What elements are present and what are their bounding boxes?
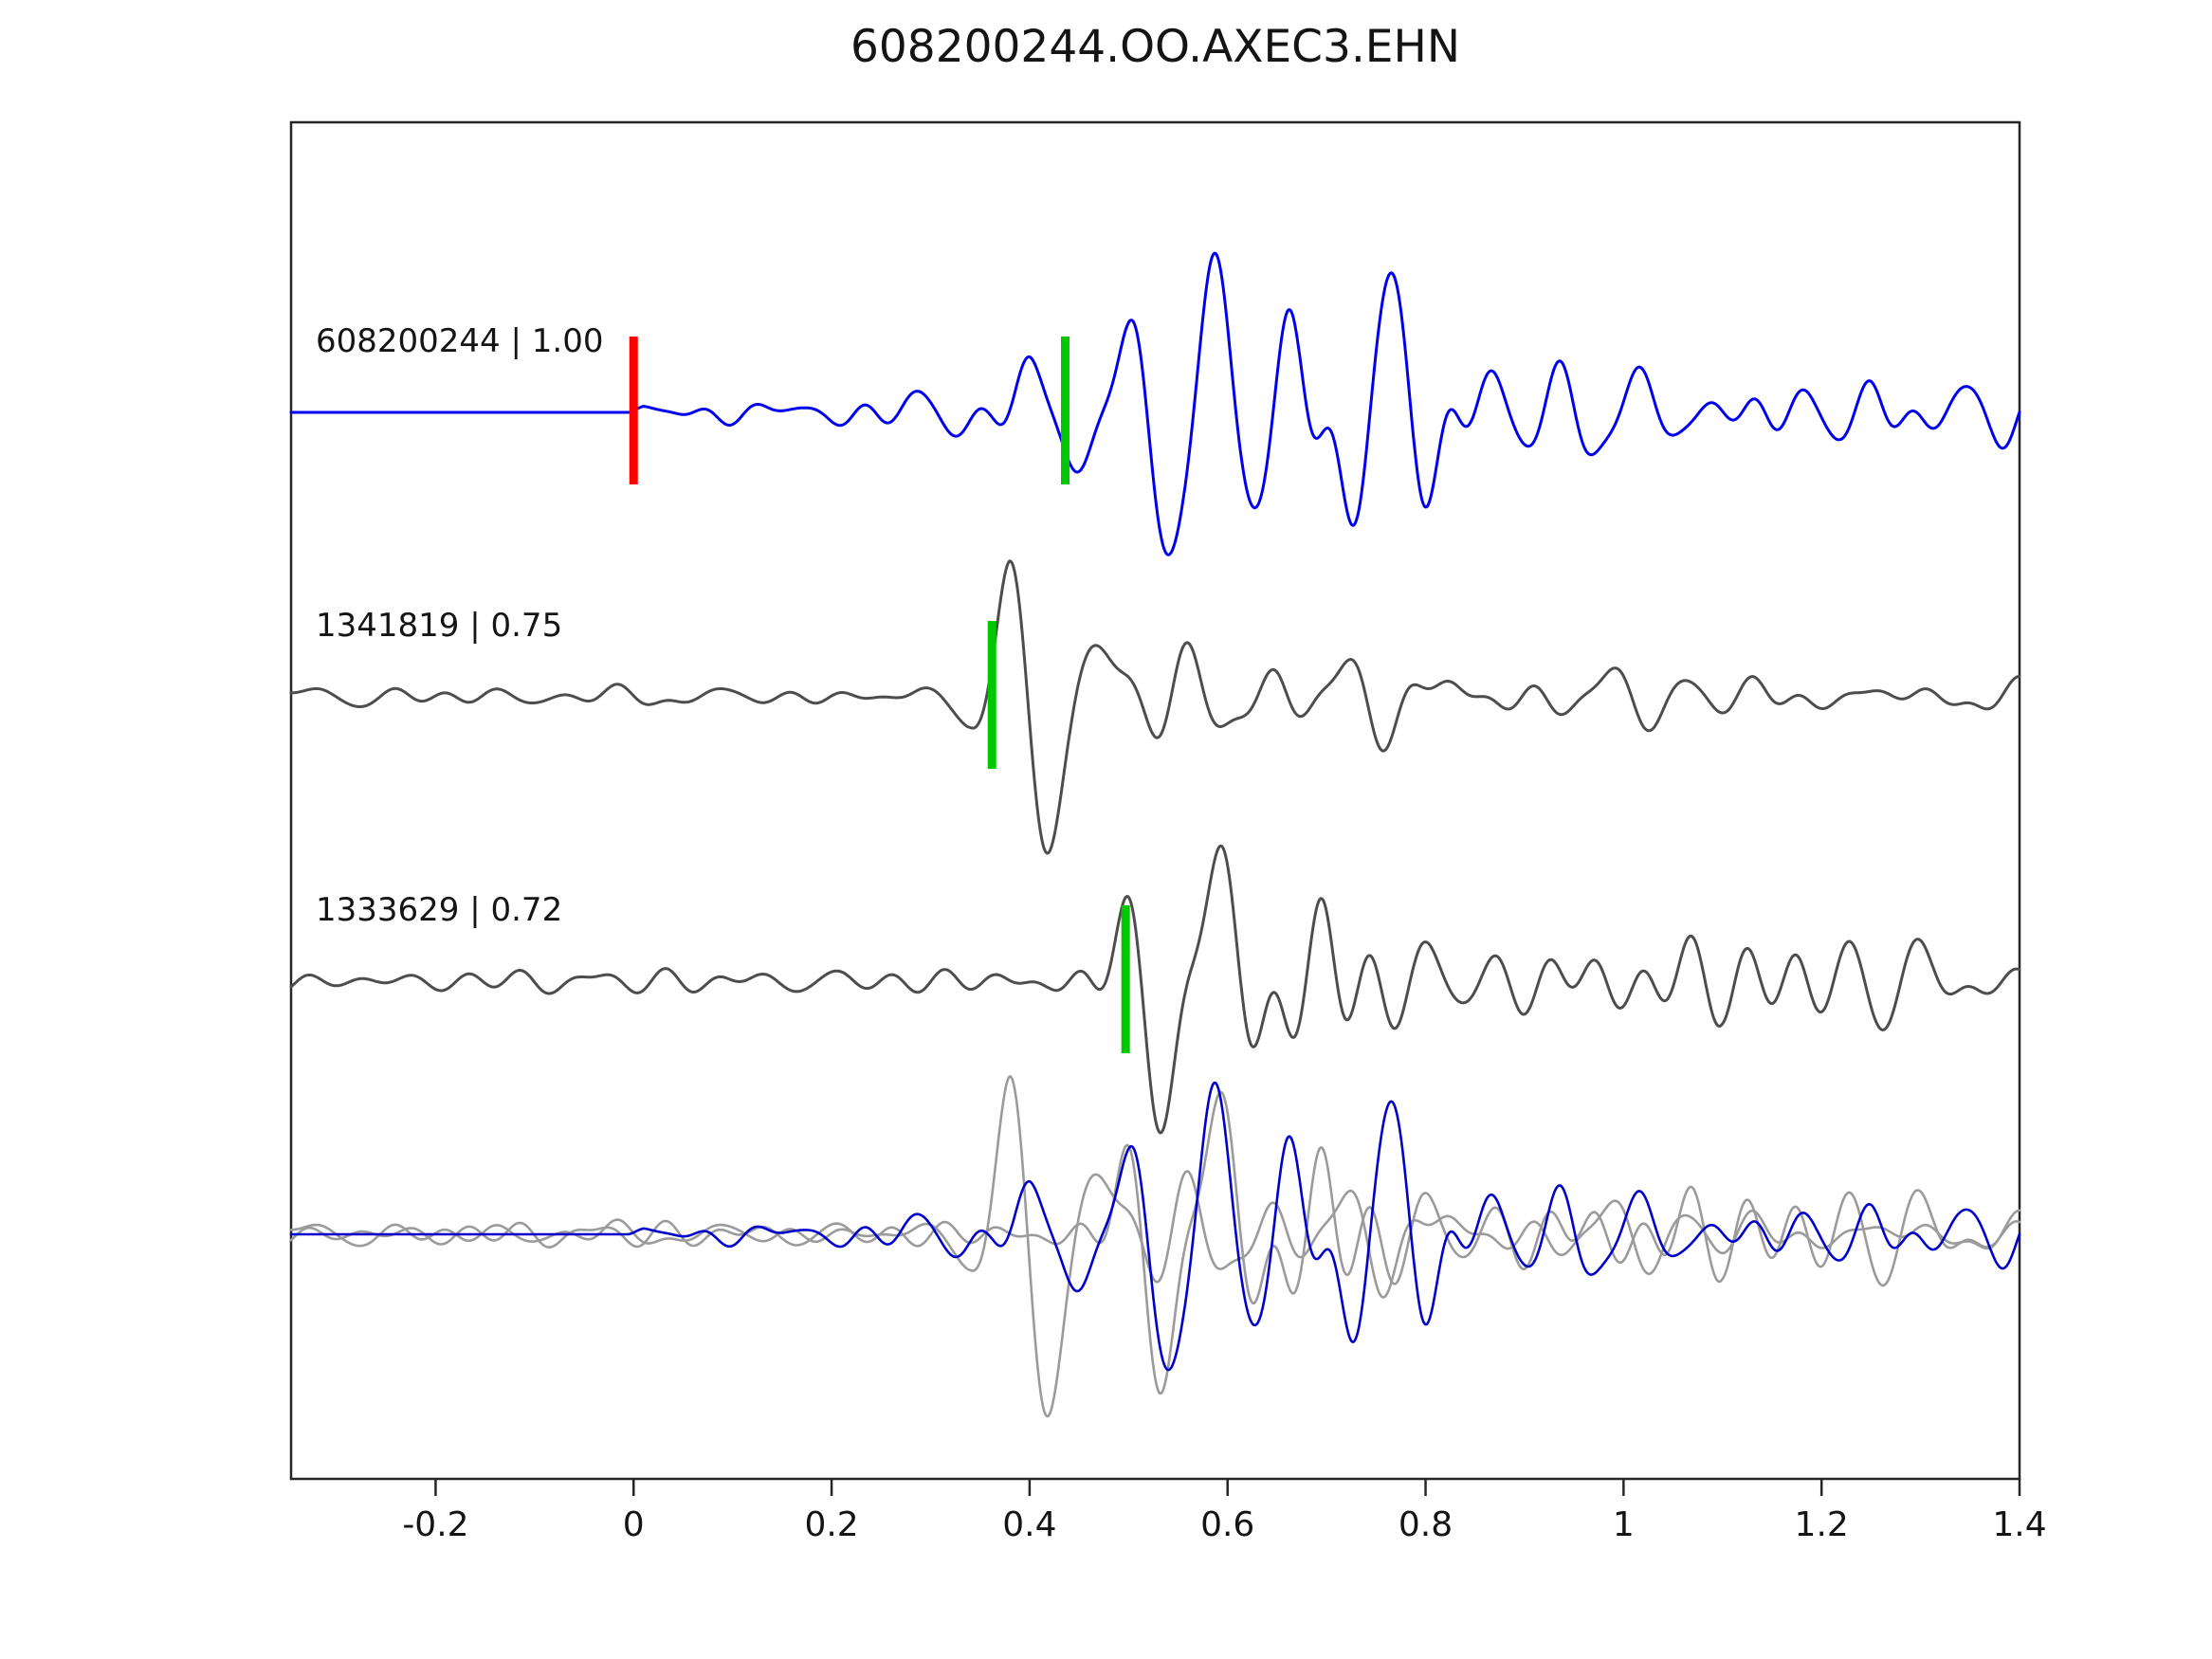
figure-title: 608200244.OO.AXEC3.EHN — [850, 21, 1460, 73]
x-tick-label: 0.2 — [804, 1505, 858, 1544]
x-tick-label: 1.4 — [1992, 1505, 2046, 1544]
overlay-waveform-608200244 — [289, 1081, 2021, 1372]
x-tick-label: 0.8 — [1398, 1505, 1453, 1544]
waveform-1333629 — [289, 844, 2021, 1135]
trace-label-1341819: 1341819 | 0.75 — [316, 607, 563, 645]
x-tick-label: -0.2 — [402, 1505, 468, 1544]
waveform-608200244 — [289, 251, 2021, 556]
x-tick-label: 1.2 — [1795, 1505, 1849, 1544]
x-tick-label: 1 — [1613, 1505, 1635, 1544]
waveform-1341819 — [289, 559, 2021, 855]
overlay-waveform-1333629 — [289, 1090, 2021, 1395]
x-tick-label: 0.6 — [1200, 1505, 1254, 1544]
trace-label-1333629: 1333629 | 0.72 — [316, 891, 563, 929]
x-tick-label: 0 — [623, 1505, 645, 1544]
trace-label-608200244: 608200244 | 1.00 — [316, 322, 604, 360]
x-tick-label: 0.4 — [1002, 1505, 1056, 1544]
plot-frame — [289, 120, 2021, 1481]
overlay-waveform-1341819 — [289, 1075, 2021, 1418]
